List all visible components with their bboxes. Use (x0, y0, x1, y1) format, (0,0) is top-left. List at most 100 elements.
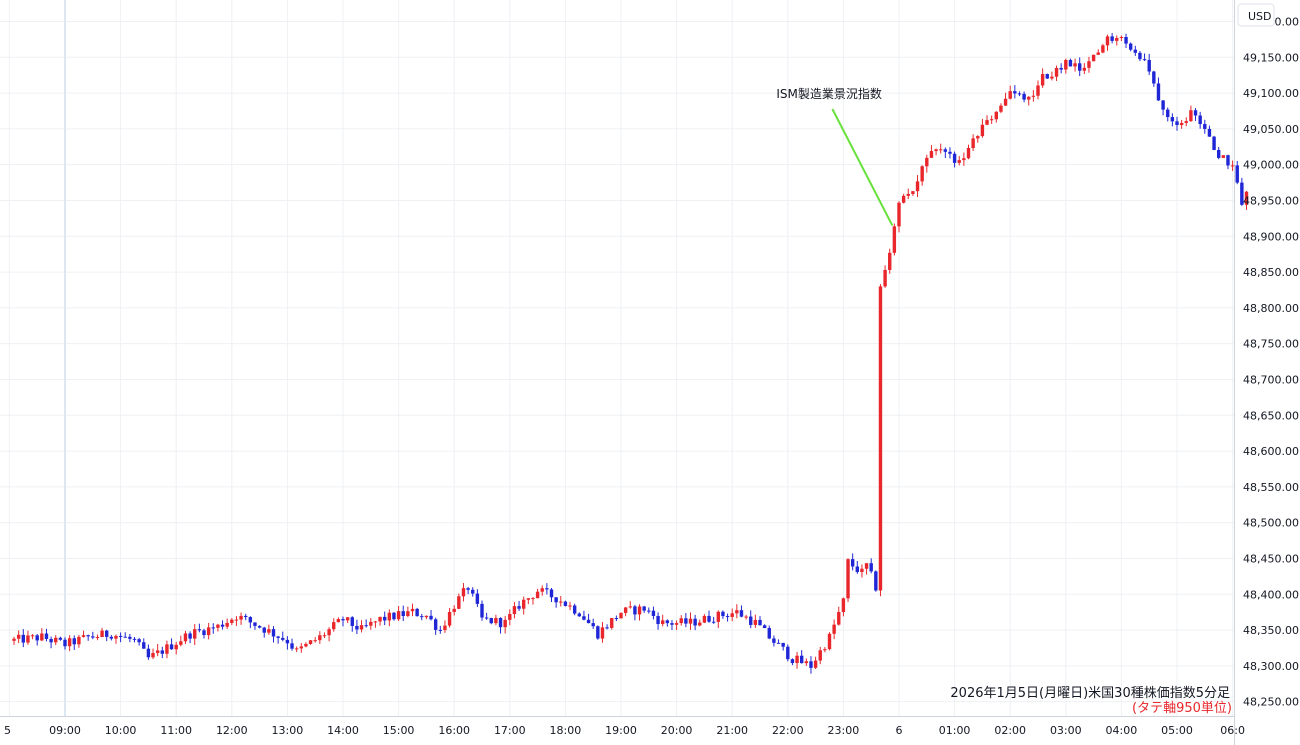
candle-body (721, 611, 725, 617)
candle-body (850, 559, 855, 567)
candle-body (577, 613, 581, 617)
candle-body (1161, 100, 1165, 110)
candle-body (220, 624, 225, 627)
candle-body (688, 618, 693, 624)
candle-body (373, 621, 378, 623)
candle-body (1235, 165, 1239, 183)
time-axis[interactable]: 5 09:00 10:00 11:00 12:00 13:00 14:00 15:00 16:0… (4, 724, 1245, 737)
candle-body (1087, 61, 1091, 68)
candle-body (257, 625, 262, 628)
candle-body (702, 615, 707, 623)
candle-body (637, 606, 642, 615)
candle-body (63, 639, 67, 647)
candle-body (364, 625, 368, 627)
candle-body (225, 622, 229, 627)
candles (12, 33, 1249, 674)
candle-body (980, 124, 985, 137)
candle-body (1008, 91, 1012, 99)
x-tick-label: 23:00 (828, 724, 860, 737)
y-tick-label: 48,400.00 (1243, 588, 1299, 601)
candle-body (155, 650, 160, 653)
candle-body (1244, 191, 1249, 205)
x-tick-label: 06:0 (1220, 724, 1245, 737)
candle-body (58, 637, 63, 640)
candle-body (480, 603, 484, 618)
candle-body (1142, 59, 1147, 61)
candle-body (1054, 67, 1059, 77)
candle-body (123, 636, 127, 638)
candle-body (443, 625, 447, 631)
candle-body (350, 617, 354, 626)
candle-body (929, 151, 934, 158)
candle-body (86, 635, 90, 637)
candle-body (1022, 93, 1026, 100)
candle-body (535, 591, 540, 599)
chart-caption: 2026年1月5日(月曜日)米国30種株価指数5分足 (950, 685, 1230, 701)
candle-body (72, 638, 76, 645)
candle-body (628, 606, 632, 608)
candle-body (216, 624, 220, 628)
candle-body (619, 612, 623, 619)
candle-body (142, 642, 146, 649)
candle-body (767, 628, 771, 639)
candle-body (623, 607, 628, 613)
candle-body (1059, 67, 1063, 70)
y-tick-label: 48,550.00 (1243, 481, 1299, 494)
candle-body (410, 608, 415, 612)
x-tick-label: 11:00 (160, 724, 192, 737)
x-tick-label: 6 (896, 724, 903, 737)
candle-body (294, 648, 299, 650)
candle-body (1198, 115, 1202, 125)
candle-body (359, 625, 364, 630)
candle-body (494, 617, 498, 624)
candle-body (100, 630, 104, 637)
candle-body (665, 620, 670, 624)
candle-body (285, 639, 290, 644)
candle-body (586, 619, 591, 624)
candle-body (1193, 110, 1198, 116)
y-tick-label: 48,650.00 (1243, 409, 1299, 422)
candle-body (1073, 63, 1077, 67)
candle-body (169, 644, 174, 650)
candle-body (545, 588, 549, 590)
candle-body (401, 611, 405, 616)
candle-body (1184, 121, 1188, 123)
y-tick-label: 49,150.00 (1243, 51, 1299, 64)
price-axis[interactable]: 48,250.00 48,300.00 48,350.00 48,400.00 48,4… (1243, 15, 1299, 708)
candle-body (1105, 36, 1110, 46)
x-tick-label: 19:00 (605, 724, 637, 737)
candle-body (911, 191, 915, 194)
candle-body (179, 641, 183, 645)
candle-body (253, 622, 257, 626)
candle-body (804, 661, 809, 664)
candle-body (383, 616, 387, 621)
candle-body (971, 138, 975, 149)
candle-body (197, 629, 202, 631)
candle-body (132, 638, 137, 640)
candle-body (651, 610, 656, 617)
y-tick-label: 48,850.00 (1243, 266, 1299, 279)
candle-body (707, 615, 711, 622)
candle-body (915, 181, 920, 192)
currency-badge-box[interactable] (1237, 3, 1275, 27)
candle-body (790, 659, 795, 664)
candle-body (878, 286, 883, 591)
candle-body (522, 599, 526, 609)
candle-body (489, 618, 493, 624)
candle-body (1031, 95, 1036, 97)
candle-body (151, 652, 155, 658)
candle-body (67, 638, 72, 647)
candle-body (160, 650, 164, 654)
x-tick-label: 14:00 (327, 724, 359, 737)
candle-body (559, 601, 563, 603)
y-tick-label: 48,950.00 (1243, 194, 1299, 207)
candle-body (392, 612, 396, 620)
candle-body (823, 649, 827, 651)
candle-body (512, 606, 517, 615)
candle-body (81, 635, 86, 637)
candle-body (137, 639, 141, 643)
candle-body (239, 615, 243, 620)
candle-body (1027, 96, 1031, 100)
candle-body (952, 153, 957, 163)
candle-body (985, 120, 989, 125)
